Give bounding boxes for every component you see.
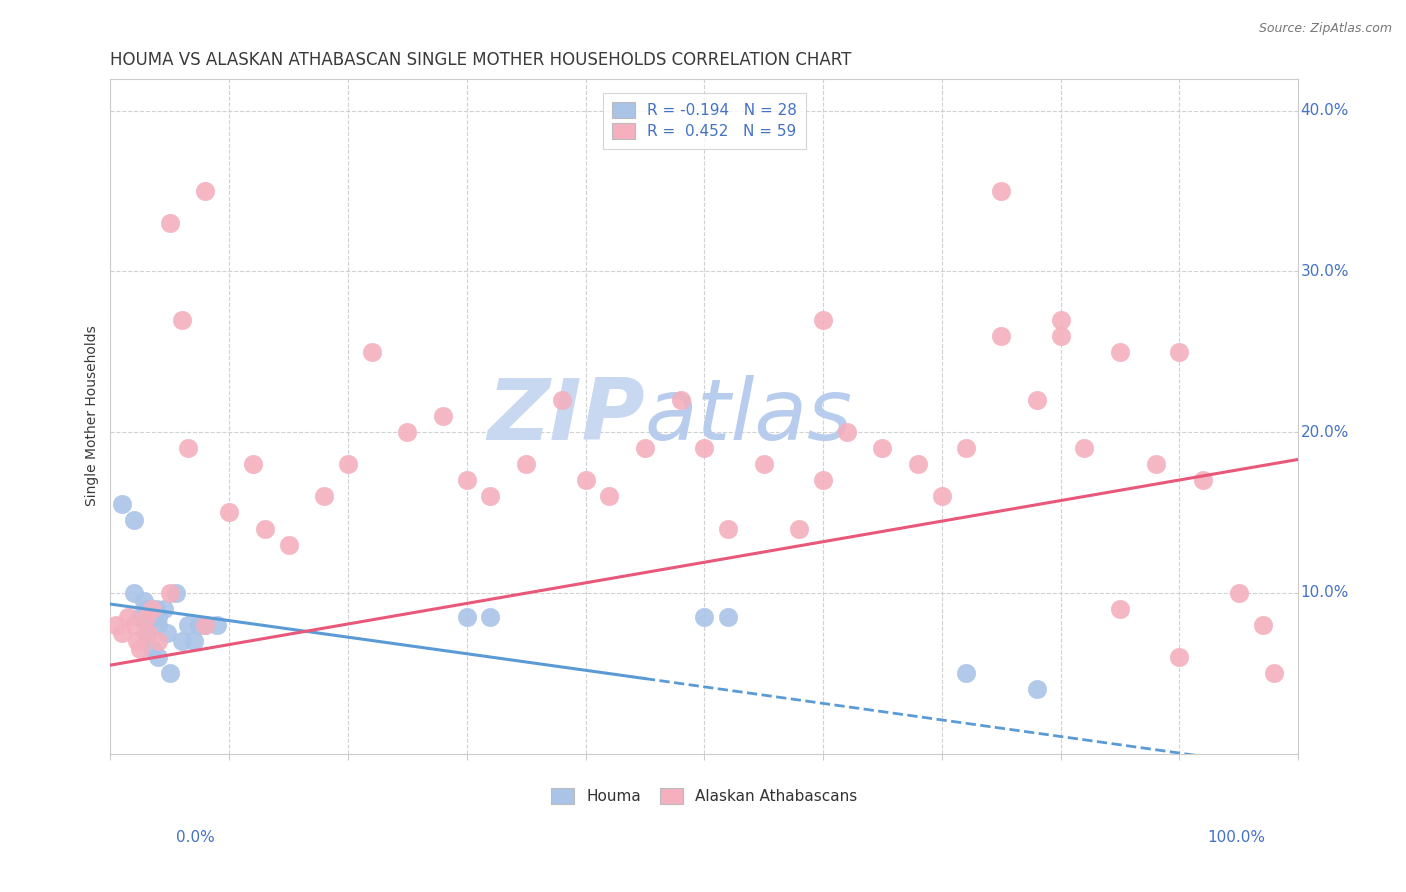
Point: [194, 618, 217, 632]
Point: [176, 441, 198, 455]
Text: HOUMA VS ALASKAN ATHABASCAN SINGLE MOTHER HOUSEHOLDS CORRELATION CHART: HOUMA VS ALASKAN ATHABASCAN SINGLE MOTHE…: [111, 51, 852, 69]
Point: [176, 618, 198, 632]
Point: [146, 618, 169, 632]
Text: 30.0%: 30.0%: [1301, 264, 1348, 279]
Point: [125, 634, 148, 648]
Point: [360, 344, 382, 359]
Point: [135, 626, 157, 640]
Point: [479, 489, 502, 503]
Point: [277, 538, 299, 552]
Point: [129, 642, 152, 657]
Point: [551, 392, 574, 407]
Point: [242, 457, 264, 471]
Point: [1227, 586, 1250, 600]
Point: [122, 514, 145, 528]
Point: [159, 216, 181, 230]
Point: [907, 457, 929, 471]
Point: [1109, 602, 1132, 616]
Y-axis label: Single Mother Households: Single Mother Households: [86, 326, 100, 507]
Point: [183, 634, 205, 648]
Point: [135, 602, 157, 616]
Point: [811, 473, 834, 487]
Point: [872, 441, 894, 455]
Point: [170, 634, 193, 648]
Point: [1049, 328, 1071, 343]
Point: [669, 392, 692, 407]
Point: [159, 586, 181, 600]
Point: [1049, 312, 1071, 326]
Text: 10.0%: 10.0%: [1301, 585, 1348, 600]
Point: [336, 457, 359, 471]
Point: [634, 441, 657, 455]
Point: [135, 610, 157, 624]
Point: [574, 473, 596, 487]
Point: [145, 602, 167, 616]
Point: [111, 498, 134, 512]
Point: [811, 312, 834, 326]
Point: [159, 666, 181, 681]
Point: [122, 586, 145, 600]
Point: [456, 473, 478, 487]
Point: [111, 626, 134, 640]
Point: [1025, 392, 1047, 407]
Point: [165, 586, 187, 600]
Point: [1025, 682, 1047, 697]
Point: [1144, 457, 1167, 471]
Point: [207, 618, 229, 632]
Point: [835, 425, 858, 439]
Legend: Houma, Alaskan Athabascans: Houma, Alaskan Athabascans: [543, 779, 866, 814]
Point: [931, 489, 953, 503]
Point: [146, 650, 169, 665]
Point: [218, 506, 240, 520]
Point: [105, 618, 128, 632]
Point: [456, 610, 478, 624]
Point: [122, 618, 145, 632]
Point: [132, 594, 155, 608]
Text: 100.0%: 100.0%: [1208, 830, 1265, 845]
Point: [117, 610, 139, 624]
Point: [955, 441, 977, 455]
Point: [1251, 618, 1274, 632]
Point: [990, 328, 1012, 343]
Point: [170, 312, 193, 326]
Point: [146, 634, 169, 648]
Text: 0.0%: 0.0%: [176, 830, 215, 845]
Point: [314, 489, 336, 503]
Point: [717, 522, 740, 536]
Point: [141, 602, 163, 616]
Point: [1192, 473, 1215, 487]
Point: [990, 184, 1012, 198]
Point: [188, 618, 211, 632]
Point: [515, 457, 537, 471]
Point: [156, 626, 179, 640]
Point: [194, 184, 217, 198]
Point: [598, 489, 620, 503]
Point: [955, 666, 977, 681]
Point: [146, 610, 169, 624]
Point: [479, 610, 502, 624]
Point: [693, 441, 716, 455]
Text: atlas: atlas: [645, 375, 853, 458]
Point: [194, 618, 217, 632]
Point: [1168, 650, 1191, 665]
Text: 20.0%: 20.0%: [1301, 425, 1348, 440]
Text: Source: ZipAtlas.com: Source: ZipAtlas.com: [1258, 22, 1392, 36]
Point: [1263, 666, 1285, 681]
Point: [138, 626, 160, 640]
Text: ZIP: ZIP: [488, 375, 645, 458]
Point: [787, 522, 810, 536]
Point: [1168, 344, 1191, 359]
Point: [1109, 344, 1132, 359]
Point: [153, 602, 176, 616]
Text: 40.0%: 40.0%: [1301, 103, 1348, 119]
Point: [129, 610, 152, 624]
Point: [717, 610, 740, 624]
Point: [752, 457, 775, 471]
Point: [1073, 441, 1095, 455]
Point: [432, 409, 454, 423]
Point: [693, 610, 716, 624]
Point: [253, 522, 276, 536]
Point: [396, 425, 419, 439]
Point: [141, 642, 163, 657]
